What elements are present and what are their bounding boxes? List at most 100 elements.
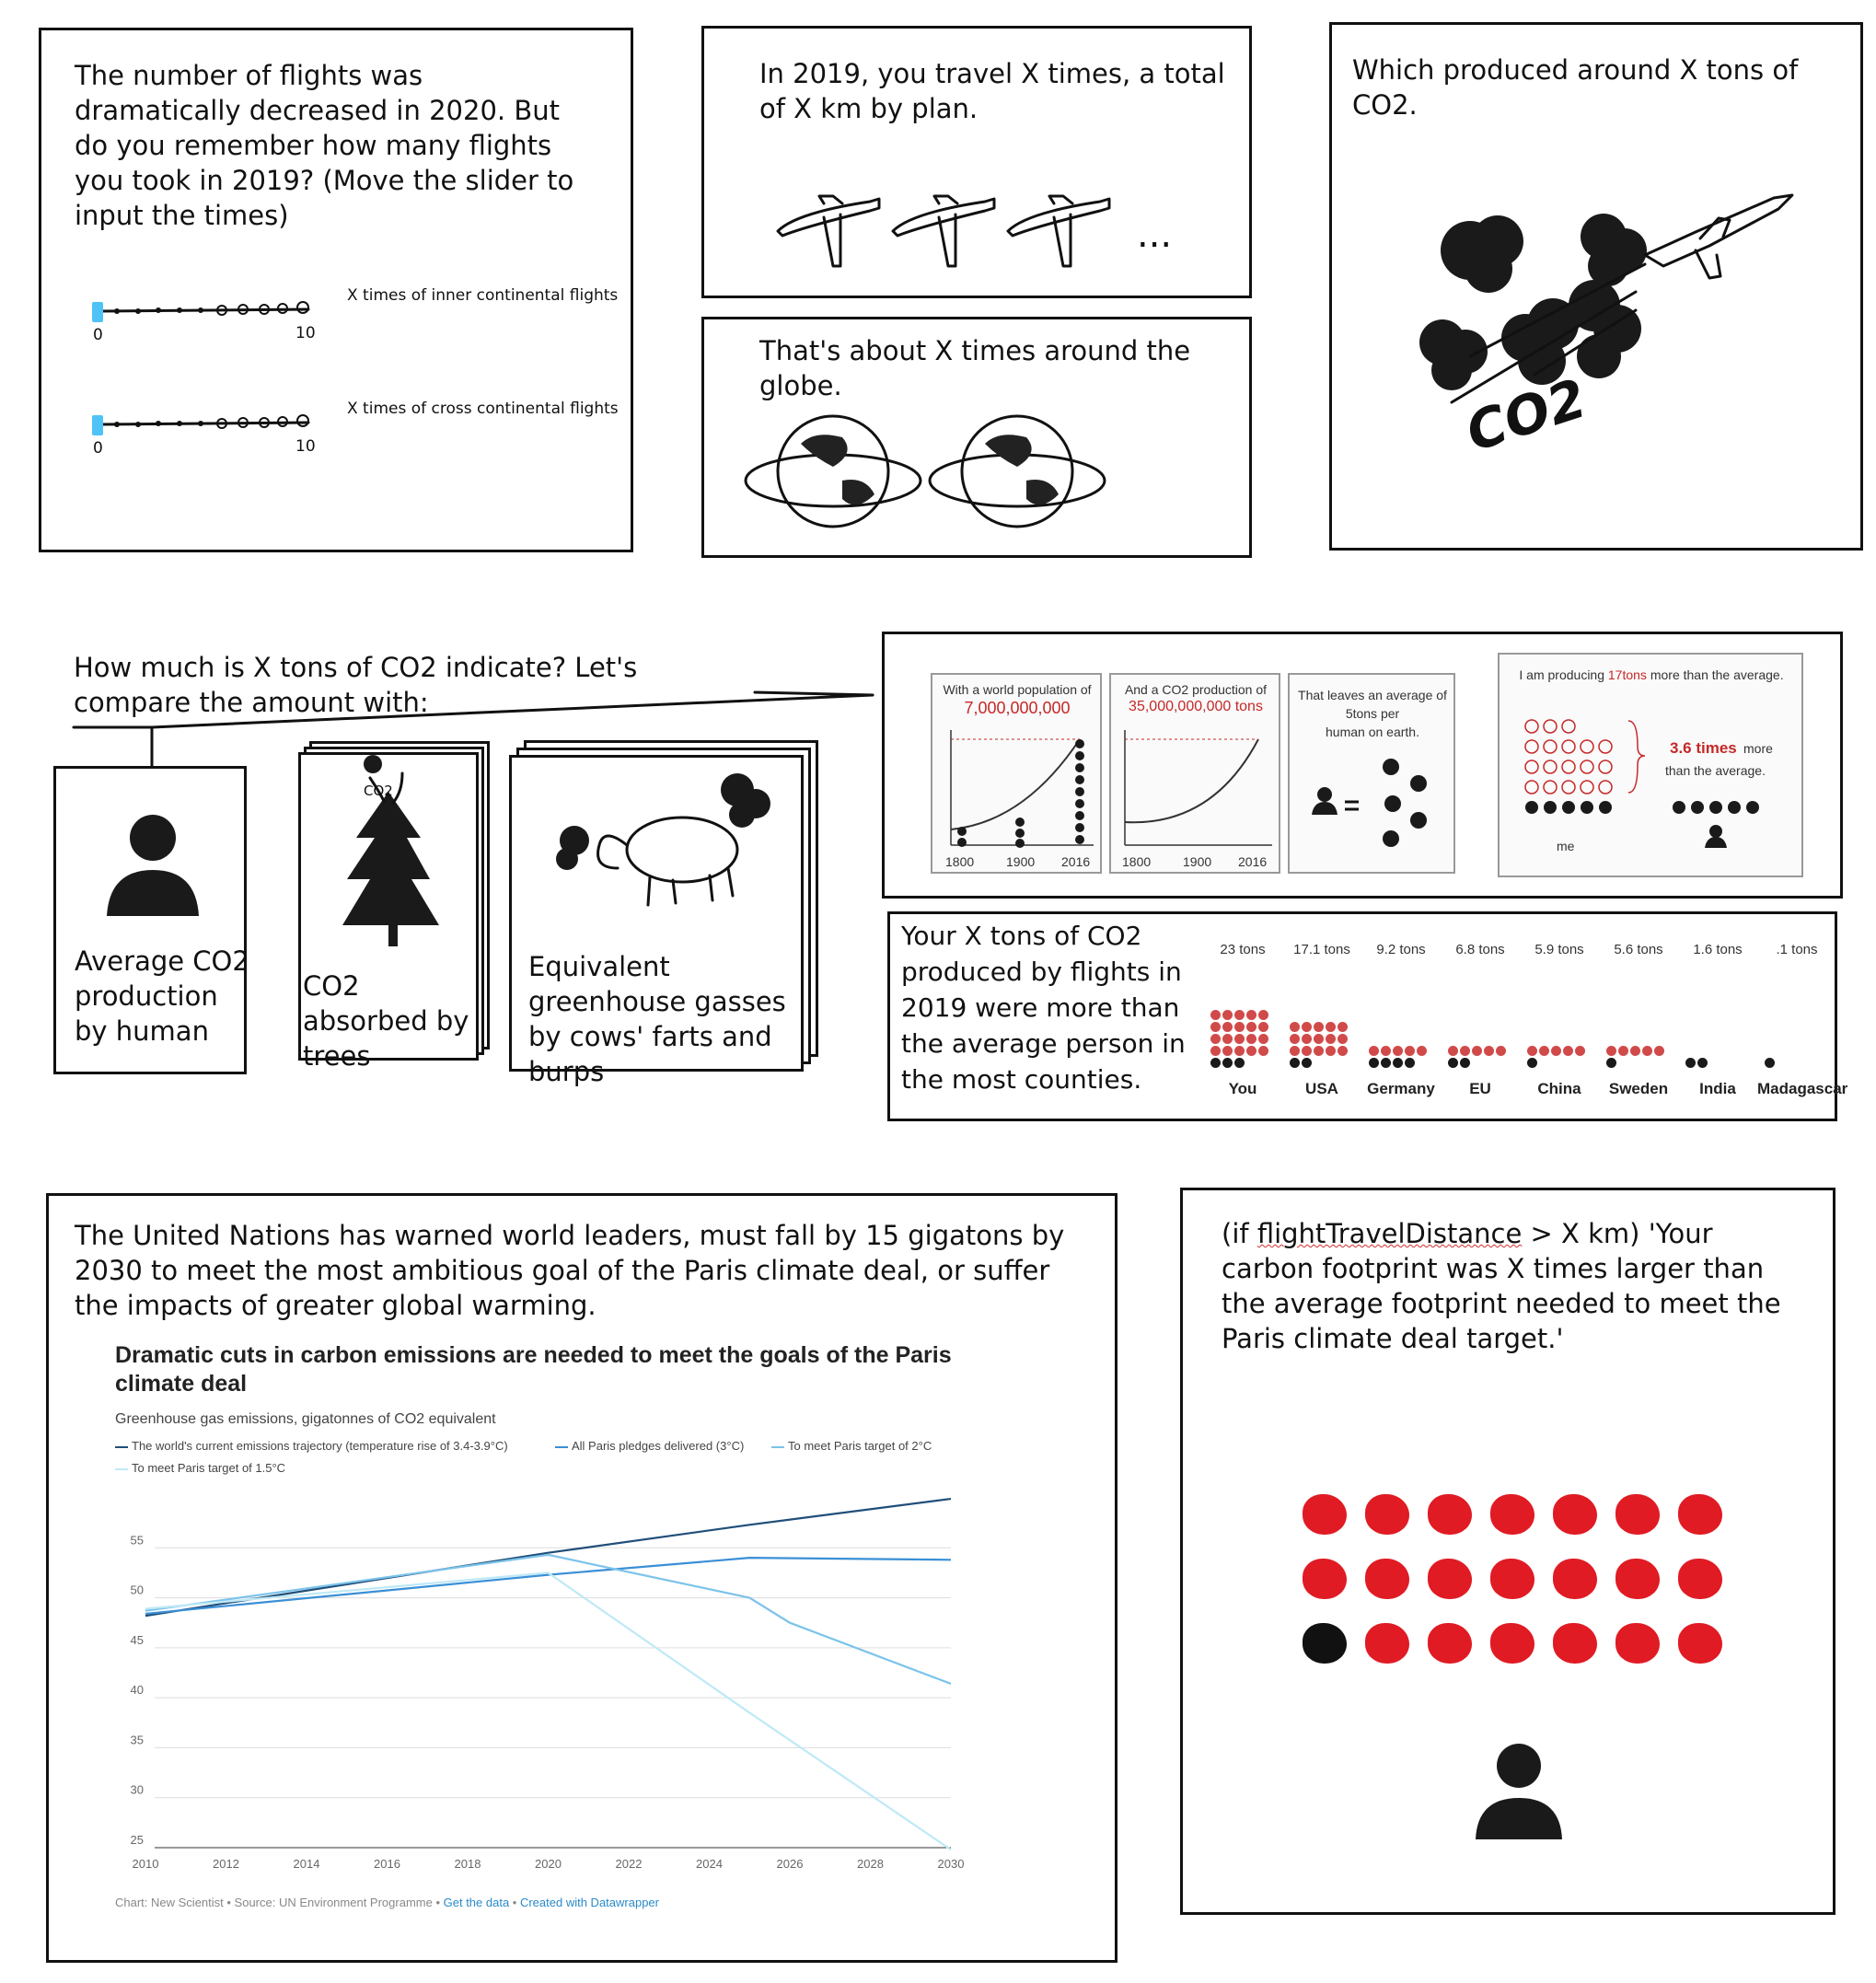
trees-card[interactable]: CO2 CO2 absorbed by trees — [298, 752, 479, 1072]
cross-slider-min: 0 — [93, 439, 103, 458]
legend-label: To meet Paris target of 1.5°C — [132, 1461, 286, 1475]
co2-dot — [1326, 1046, 1336, 1056]
x-tick-label: 2014 — [294, 1857, 320, 1871]
y-tick-label: 45 — [131, 1633, 144, 1647]
country-name: EU — [1469, 1080, 1491, 1097]
globe-text: That's about X times around the globe. — [759, 335, 1191, 401]
co2-dot — [1338, 1034, 1348, 1044]
average-line-2: 5tons per — [1345, 706, 1400, 721]
co2-dot — [1302, 1034, 1312, 1044]
footprint-text: (if flightTravelDistance > X km) 'Your c… — [1222, 1216, 1811, 1356]
y-tick-label: 25 — [131, 1833, 144, 1847]
co2-dot — [1210, 1022, 1221, 1032]
co2-dot — [1618, 1046, 1628, 1056]
cows-card[interactable]: Equivalent greenhouse gasses by cows' fa… — [509, 755, 804, 1087]
red-cloud-icon — [1490, 1623, 1534, 1664]
red-cloud-icon — [1678, 1623, 1722, 1664]
co2-dot — [1527, 1046, 1537, 1056]
co2-dot — [1222, 1022, 1233, 1032]
country-tons: 9.2 tons — [1376, 942, 1426, 957]
co2-dot — [1222, 1058, 1233, 1068]
co2-dot — [1338, 1022, 1348, 1032]
legend-label: All Paris pledges delivered (3°C) — [572, 1439, 745, 1453]
chart-footer: Chart: New Scientist • Source: UN Enviro… — [115, 1896, 659, 1909]
country-column: 5.6 tons Sweden — [1599, 942, 1678, 1107]
co2-dot — [1258, 1010, 1268, 1020]
flights-input-panel: The number of flights was dramatically d… — [39, 28, 633, 552]
country-name: You — [1228, 1080, 1257, 1097]
emissions-line-chart: 25 30 35 40 45 50 55 2010 2012 2014 2016 2018 2020 20… — [131, 1497, 965, 1871]
co2-year-1: 1800 — [1122, 854, 1152, 869]
population-title: With a world population of — [943, 682, 1092, 697]
red-cloud-icon — [1365, 1559, 1409, 1599]
co2-dot — [1246, 1010, 1256, 1020]
cow-icon — [556, 773, 770, 907]
speed-lines — [1450, 262, 1647, 404]
legend-item-trajectory: The world's current emissions trajectory… — [115, 1439, 508, 1453]
y-tick-label: 55 — [131, 1533, 144, 1547]
co2-dot — [1527, 1058, 1537, 1068]
country-name: Madagascar — [1757, 1080, 1848, 1097]
red-cloud-icon — [1490, 1494, 1534, 1535]
country-name: Sweden — [1608, 1080, 1669, 1097]
country-column: 23 tons You — [1203, 942, 1282, 1107]
co2-dot — [1258, 1022, 1268, 1032]
co2-dot — [1460, 1058, 1470, 1068]
co2-dot — [1258, 1046, 1268, 1056]
co2-dot — [1210, 1046, 1221, 1056]
country-name: India — [1699, 1080, 1736, 1097]
footprint-person-icon — [1476, 1744, 1562, 1839]
co2-dot — [1314, 1046, 1324, 1056]
population-year-2: 1900 — [1006, 854, 1036, 869]
co2-produced-text: Which produced around X tons of CO2. — [1352, 54, 1799, 121]
distance-variable: flightTravelDistance — [1256, 1218, 1523, 1249]
legend-item-pledges: All Paris pledges delivered (3°C) — [555, 1439, 744, 1453]
me-label: me — [1557, 839, 1575, 853]
me-vs-average-box: I am producing 17tons more than the aver… — [1498, 653, 1803, 877]
average-human-label: Average CO2 production by human — [75, 945, 249, 1047]
co2-production-value: 35,000,000,000 tons — [1129, 699, 1263, 714]
x-tick-label: 2030 — [938, 1857, 965, 1871]
title-part-b: 17tons — [1607, 667, 1647, 682]
average-human-card[interactable]: Average CO2 production by human — [53, 766, 249, 1074]
country-column: 5.9 tons China — [1520, 942, 1599, 1107]
cross-flights-slider-handle[interactable] — [92, 415, 103, 435]
globe-icon — [928, 414, 1106, 528]
flight-count-panel: In 2019, you travel X times, a total of … — [701, 26, 1252, 298]
country-column: 9.2 tons Germany — [1361, 942, 1441, 1107]
co2-dot — [1246, 1022, 1256, 1032]
co2-dot — [1654, 1046, 1664, 1056]
co2-dot — [1369, 1046, 1379, 1056]
x-tick-label: 2018 — [455, 1857, 481, 1871]
red-cloud-icon — [1490, 1559, 1534, 1599]
datawrapper-link[interactable]: Created with Datawrapper — [519, 1896, 659, 1909]
co2-dot — [1314, 1022, 1324, 1032]
inner-flights-label: X times of inner continental flights — [347, 286, 619, 305]
red-outline-clouds — [1524, 719, 1613, 794]
red-cloud-icon — [1303, 1559, 1347, 1599]
co2-dot — [1448, 1046, 1458, 1056]
inner-slider-min: 0 — [93, 326, 103, 344]
co2-dot — [1685, 1058, 1696, 1068]
co2-production-chart: And a CO2 production of 35,000,000,000 t… — [1109, 673, 1280, 874]
more-planes-ellipsis: ... — [1137, 214, 1173, 256]
country-name: USA — [1305, 1080, 1338, 1097]
country-name: China — [1537, 1080, 1581, 1097]
compare-intro-text: How much is X tons of CO2 indicate? Let'… — [74, 652, 638, 718]
inner-flights-slider-handle[interactable] — [92, 302, 103, 322]
country-tons: 1.6 tons — [1693, 942, 1743, 957]
globes-drawing — [744, 414, 1106, 528]
country-column: 17.1 tons USA — [1282, 942, 1361, 1107]
flights-question-text: The number of flights was dramatically d… — [75, 60, 574, 231]
than-average-label: than the average. — [1665, 763, 1766, 778]
co2-dot — [1496, 1046, 1506, 1056]
airplane-icon — [891, 194, 996, 268]
y-tick-label: 30 — [131, 1783, 144, 1797]
x-tick-label: 2020 — [535, 1857, 562, 1871]
red-cloud-icon — [1678, 1559, 1722, 1599]
red-cloud-icon — [1615, 1559, 1660, 1599]
airplane-icon — [1006, 194, 1111, 268]
airplanes-drawing — [776, 194, 1111, 268]
get-data-link[interactable]: Get the data — [443, 1896, 510, 1909]
cross-slider-max: 10 — [295, 437, 316, 456]
